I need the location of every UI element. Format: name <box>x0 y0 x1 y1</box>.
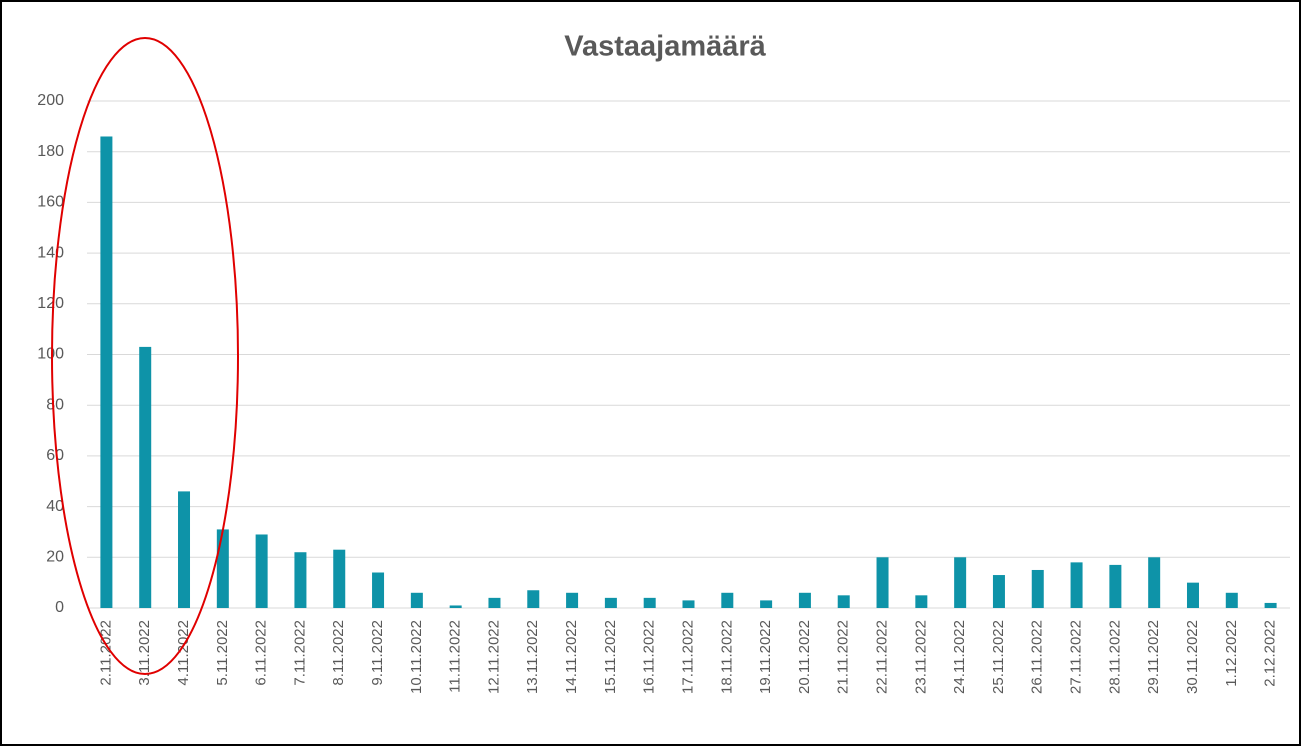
x-tick-label: 7.11.2022 <box>291 620 308 686</box>
x-tick-label: 13.11.2022 <box>524 620 541 694</box>
y-tick-label: 100 <box>37 346 64 363</box>
bar <box>760 600 773 608</box>
bar <box>255 534 268 608</box>
x-tick-label: 2.12.2022 <box>1262 620 1279 687</box>
bar <box>682 600 695 608</box>
x-tick-label: 4.11.2022 <box>175 620 192 686</box>
x-tick-label: 16.11.2022 <box>641 620 658 694</box>
bar <box>643 597 656 608</box>
x-tick-label: 23.11.2022 <box>912 620 929 694</box>
bar <box>721 592 734 608</box>
y-tick-label: 180 <box>37 143 64 160</box>
y-tick-label: 20 <box>46 549 64 566</box>
x-tick-label: 1.12.2022 <box>1223 620 1240 687</box>
bar <box>139 346 152 608</box>
y-tick-label: 140 <box>37 244 64 261</box>
bar <box>1109 564 1122 608</box>
x-tick-label: 24.11.2022 <box>951 620 968 694</box>
y-tick-label: 40 <box>46 498 64 515</box>
bar <box>915 595 928 608</box>
x-tick-label: 17.11.2022 <box>679 620 696 694</box>
bar <box>954 557 967 608</box>
x-tick-label: 11.11.2022 <box>447 620 464 693</box>
x-tick-label: 30.11.2022 <box>1184 620 1201 694</box>
bar <box>1031 569 1044 608</box>
x-tick-label: 20.11.2022 <box>796 620 813 694</box>
x-tick-label: 6.11.2022 <box>253 620 270 686</box>
y-tick-label: 120 <box>37 295 64 312</box>
x-tick-label: 9.11.2022 <box>369 620 386 686</box>
x-tick-label: 19.11.2022 <box>757 620 774 694</box>
bar <box>798 592 811 608</box>
x-tick-label: 15.11.2022 <box>602 620 619 694</box>
bar <box>1225 592 1238 608</box>
x-tick-label: 21.11.2022 <box>835 620 852 694</box>
bar <box>876 557 889 608</box>
x-tick-label: 8.11.2022 <box>330 620 347 686</box>
x-tick-label: 28.11.2022 <box>1106 620 1123 694</box>
x-tick-label: 12.11.2022 <box>485 620 502 694</box>
x-tick-label: 27.11.2022 <box>1068 620 1085 694</box>
bar <box>837 595 850 608</box>
bar <box>294 552 307 608</box>
bar <box>992 575 1005 608</box>
x-tick-label: 26.11.2022 <box>1029 620 1046 694</box>
x-tick-label: 5.11.2022 <box>214 620 231 686</box>
y-tick-label: 160 <box>37 194 64 211</box>
bar <box>527 590 540 608</box>
bar <box>604 597 617 608</box>
x-tick-label: 29.11.2022 <box>1145 620 1162 694</box>
bar <box>216 529 229 608</box>
x-tick-label: 18.11.2022 <box>718 620 735 694</box>
bar <box>333 549 346 608</box>
y-tick-label: 200 <box>37 92 64 109</box>
x-tick-label: 14.11.2022 <box>563 620 580 694</box>
x-tick-label: 3.11.2022 <box>136 620 153 686</box>
y-tick-label: 0 <box>55 599 64 616</box>
highlight-ellipse <box>51 37 239 675</box>
bar <box>449 605 462 608</box>
x-tick-label: 25.11.2022 <box>990 620 1007 694</box>
bar <box>566 592 579 608</box>
chart-title: Vastaajamäärä <box>564 31 766 63</box>
y-tick-label: 80 <box>46 396 64 413</box>
bar <box>1148 557 1161 608</box>
bar <box>372 572 385 608</box>
bar <box>410 592 423 608</box>
bar <box>1264 602 1277 608</box>
x-tick-label: 22.11.2022 <box>874 620 891 694</box>
y-tick-label: 60 <box>46 447 64 464</box>
bar <box>1070 562 1083 608</box>
x-tick-label: 10.11.2022 <box>408 620 425 694</box>
bar <box>178 491 191 608</box>
bar <box>1186 582 1199 608</box>
bar <box>100 136 113 609</box>
bar <box>488 597 501 608</box>
